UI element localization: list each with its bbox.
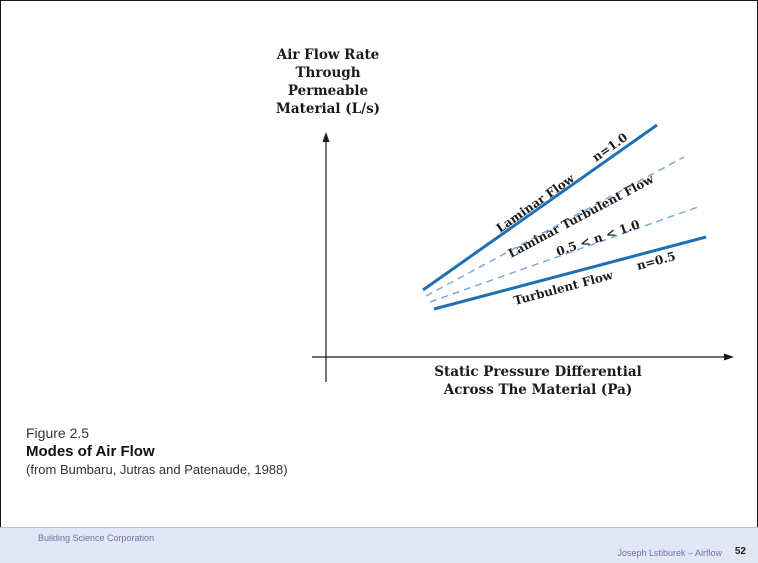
page-number: 52: [734, 546, 746, 557]
y-axis-label-line: Material (L/s): [275, 101, 381, 117]
figure-number: Figure 2.5: [26, 425, 90, 441]
figure-caption: Figure 2.5 Modes of Air Flow (from Bumba…: [26, 424, 288, 479]
x-axis-arrow: [724, 353, 734, 361]
y-axis-arrow: [322, 132, 330, 142]
slide-footer: Building Science Corporation Joseph Lsti…: [0, 527, 758, 563]
turbulent-flow-line: [433, 235, 707, 311]
flow-diagram: Laminar Flow n=1.0 Laminar Turbulent Flo…: [312, 123, 734, 382]
y-axis-label-line: Permeable: [287, 83, 369, 99]
x-axis-label-line: Across The Material (Pa): [443, 382, 633, 398]
figure-source: (from Bumbaru, Jutras and Patenaude, 198…: [26, 462, 288, 477]
footer-author-topic: Joseph Lstiburek – Airflow: [617, 548, 722, 558]
y-axis-label: Air Flow Rate Through Permeable Material…: [258, 46, 398, 118]
footer-organization: Building Science Corporation: [38, 533, 155, 543]
laminar-turbulent-upper-line: [425, 156, 685, 297]
y-axis-label-line: Through: [295, 65, 361, 81]
x-axis-label-line: Static Pressure Differential: [434, 364, 642, 380]
figure-title: Modes of Air Flow: [26, 443, 155, 460]
x-axis-label: Static Pressure Differential Across The …: [408, 363, 668, 399]
laminar-flow-line: [422, 123, 658, 292]
y-axis-label-line: Air Flow Rate: [276, 47, 380, 63]
